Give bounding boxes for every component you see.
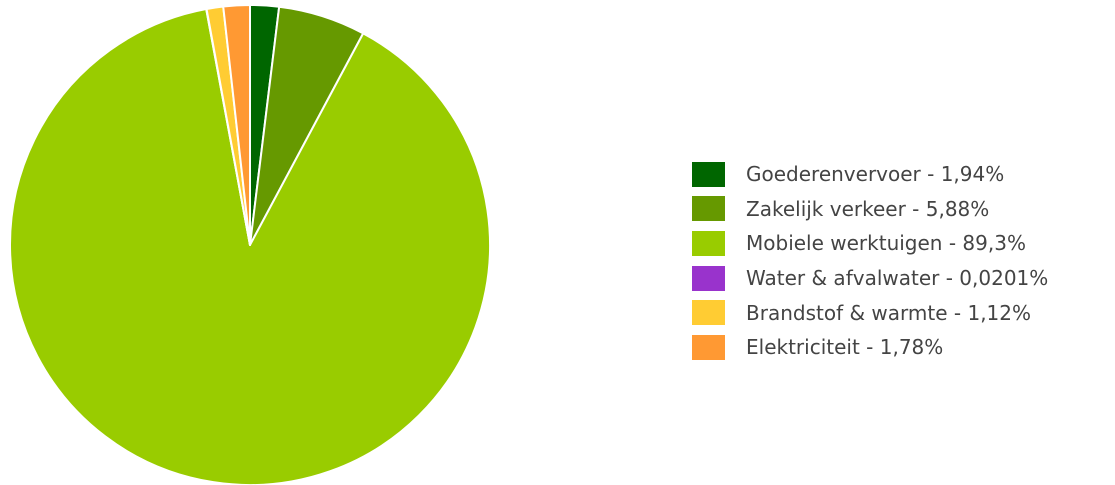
legend-item-zakelijk-verkeer[interactable]: Zakelijk verkeer - 5,88% [692, 192, 1048, 227]
legend-item-elektriciteit[interactable]: Elektriciteit - 1,78% [692, 330, 1048, 365]
legend-label: Water & afvalwater - 0,0201% [746, 266, 1049, 291]
pie-slice-2[interactable] [9, 8, 491, 485]
pie-slice-5[interactable] [222, 4, 251, 246]
legend-item-goederenvervoer[interactable]: Goederenvervoer - 1,94% [692, 157, 1048, 192]
legend-item-water-afvalwater[interactable]: Water & afvalwater - 0,0201% [692, 261, 1048, 296]
legend-label: Zakelijk verkeer - 5,88% [746, 196, 990, 221]
legend-swatch [692, 300, 725, 326]
legend-swatch [692, 334, 725, 360]
legend-item-mobiele-werktuigen[interactable]: Mobiele werktuigen - 89,3% [692, 226, 1048, 261]
legend-label: Mobiele werktuigen - 89,3% [746, 231, 1026, 256]
legend-swatch [692, 161, 725, 187]
legend: Goederenvervoer - 1,94% Zakelijk verkeer… [692, 157, 1048, 365]
legend-swatch [692, 230, 725, 256]
legend-item-brandstof-warmte[interactable]: Brandstof & warmte - 1,12% [692, 295, 1048, 330]
legend-swatch [692, 265, 725, 291]
legend-label: Elektriciteit - 1,78% [746, 335, 944, 360]
legend-swatch [692, 196, 725, 222]
legend-label: Brandstof & warmte - 1,12% [746, 300, 1031, 325]
legend-label: Goederenvervoer - 1,94% [746, 162, 1005, 187]
